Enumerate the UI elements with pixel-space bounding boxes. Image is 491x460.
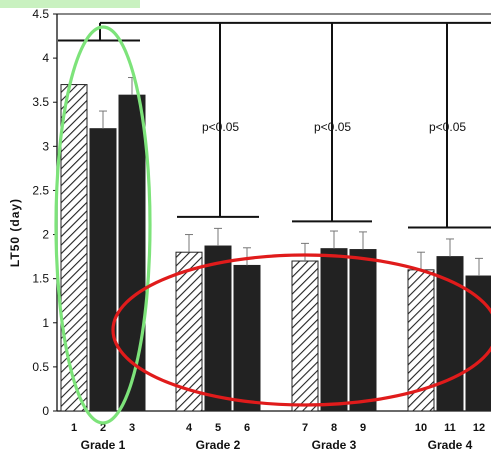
group-label: Grade 3 <box>312 438 357 452</box>
bar-tick-label: 3 <box>129 422 135 434</box>
bar <box>233 264 261 412</box>
header-strip <box>0 0 140 8</box>
y-tick-label: 3 <box>42 139 49 153</box>
bar-tick-label: 4 <box>186 422 193 434</box>
bar <box>291 260 319 412</box>
bar-tick-label: 10 <box>415 422 427 434</box>
bar-tick-label: 6 <box>244 422 250 434</box>
group-label: Grade 1 <box>81 438 126 452</box>
group-label: Grade 2 <box>196 438 241 452</box>
bar-tick-label: 11 <box>444 422 456 434</box>
y-tick-label: 4.5 <box>32 7 49 21</box>
y-tick-label: 2 <box>42 228 49 242</box>
bar-tick-label: 2 <box>100 422 106 434</box>
y-tick-label: 3.5 <box>32 95 49 109</box>
bar <box>349 249 377 412</box>
green-highlight-ellipse <box>54 25 152 425</box>
y-tick-label: 0.5 <box>32 360 49 374</box>
bar <box>89 128 117 412</box>
bar <box>320 248 348 412</box>
p-value-label: p<0.05 <box>202 120 239 134</box>
bar-tick-label: 5 <box>215 422 221 434</box>
p-value-label: p<0.05 <box>314 120 351 134</box>
bar <box>175 251 203 412</box>
bar-tick-label: 12 <box>473 422 485 434</box>
y-tick-label: 1 <box>42 316 49 330</box>
y-tick-label: 2.5 <box>32 183 49 197</box>
bar <box>60 84 88 412</box>
y-tick-label: 1.5 <box>32 272 49 286</box>
bar-tick-label: 1 <box>71 422 77 434</box>
bar <box>118 94 146 412</box>
group-label: Grade 4 <box>428 438 473 452</box>
bar <box>204 245 232 412</box>
bar-tick-label: 7 <box>302 422 308 434</box>
y-tick-label: 0 <box>42 404 49 418</box>
red-highlight-ellipse <box>111 253 491 407</box>
y-axis-label: LT50 (day) <box>8 198 22 267</box>
p-value-label: p<0.05 <box>429 120 466 134</box>
bar-tick-label: 9 <box>360 422 366 434</box>
y-tick-label: 4 <box>42 51 49 65</box>
bar-tick-label: 8 <box>331 422 337 434</box>
